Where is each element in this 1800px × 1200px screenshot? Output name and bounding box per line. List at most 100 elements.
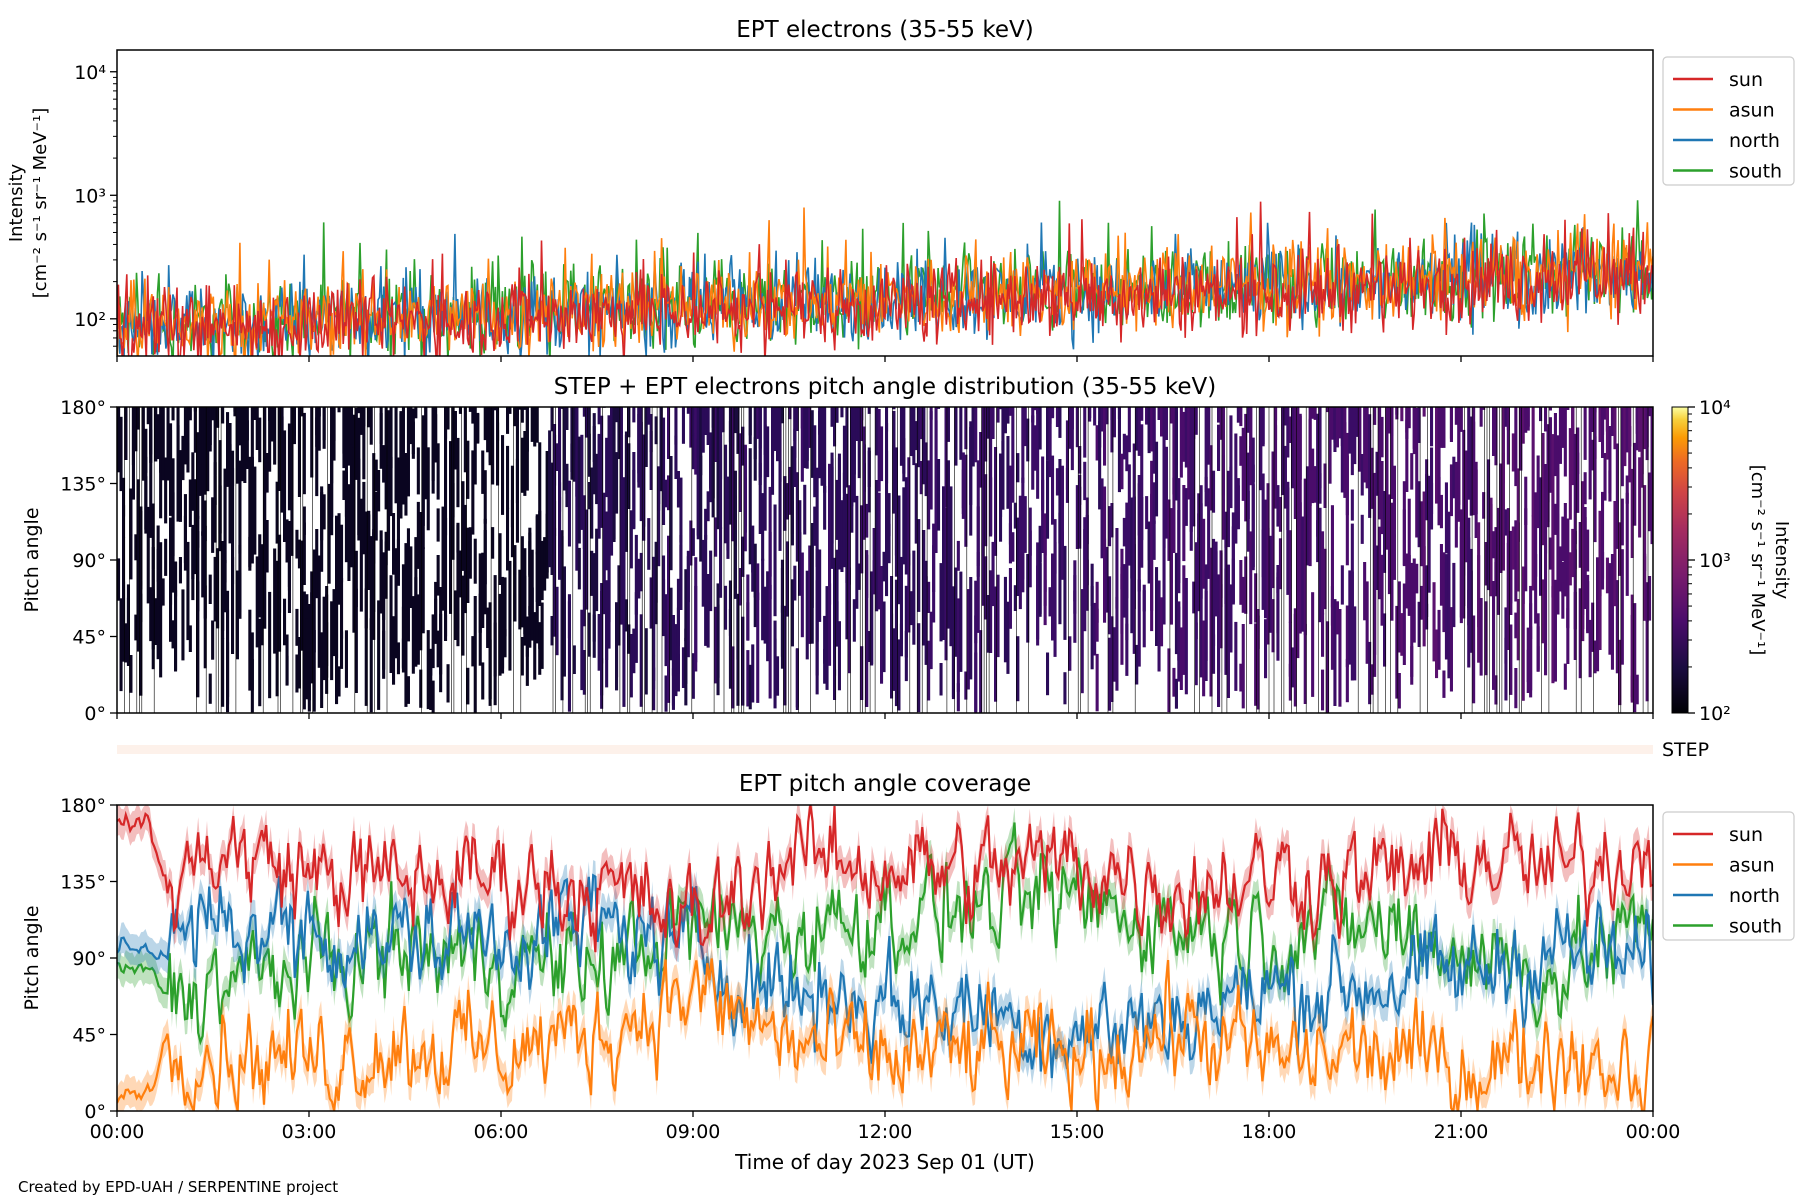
pad-cell	[325, 586, 329, 694]
pad-cell	[139, 511, 143, 586]
pad-cell	[297, 407, 301, 497]
pad-cell	[292, 407, 296, 437]
pad-cell	[1236, 478, 1240, 530]
pad-cell	[632, 407, 636, 423]
pad-cell	[221, 407, 225, 424]
pad-cell	[1075, 485, 1079, 549]
pad-cell	[714, 407, 718, 462]
pad-cell	[1281, 407, 1285, 429]
pad-cell	[446, 664, 450, 703]
pad-cell	[258, 618, 262, 707]
pad-cell	[724, 444, 728, 544]
pad-cell	[483, 407, 487, 441]
pad-cell	[823, 648, 827, 684]
pad-cell	[1281, 424, 1285, 496]
pad-cell	[1586, 529, 1590, 572]
pad-cell	[503, 577, 507, 637]
pad-cell	[860, 407, 864, 421]
pad-cell	[994, 586, 998, 702]
pad-cell	[892, 410, 896, 460]
pad-cell	[961, 469, 965, 514]
pad-cell	[837, 453, 841, 480]
pad-cell	[1437, 407, 1441, 447]
pad-cell	[1380, 461, 1384, 535]
pad-cell	[1313, 407, 1317, 420]
pad-cell	[1112, 627, 1116, 682]
pad-cell	[1065, 420, 1069, 490]
pad-cell	[984, 414, 988, 462]
pad-cell	[468, 527, 472, 579]
pad-cell	[756, 592, 760, 703]
pad-cell	[847, 567, 851, 674]
pad-cell	[406, 528, 410, 642]
pad-cell	[986, 595, 990, 653]
pad-cell	[255, 556, 259, 648]
pad-cell	[1534, 496, 1538, 577]
pad-cell	[1043, 513, 1047, 592]
x-tick-label: 21:00	[1434, 1121, 1489, 1143]
pad-cell	[1023, 407, 1027, 447]
pad-cell	[1110, 616, 1114, 702]
pad-cell	[1174, 552, 1178, 655]
pad-cell	[996, 407, 1000, 423]
pad-cell	[476, 412, 480, 443]
pad-cell	[238, 460, 242, 554]
coverage-title: EPT pitch angle coverage	[739, 771, 1031, 797]
pad-cell	[567, 480, 571, 547]
pad-cell	[976, 460, 980, 577]
pad-cell	[587, 482, 591, 510]
pad-cell	[914, 421, 918, 451]
pad-cell	[208, 673, 212, 704]
pad-cell	[1189, 407, 1193, 474]
pad-cell	[1380, 416, 1384, 458]
pad-cell	[632, 452, 636, 528]
pad-cell	[724, 585, 728, 630]
pad-cell	[1003, 576, 1007, 663]
pad-cell	[136, 535, 140, 616]
pad-cell	[1330, 505, 1334, 608]
pad-cell	[989, 477, 993, 535]
pad-cell	[575, 407, 579, 443]
pad-cell	[1375, 545, 1379, 590]
pad-cell	[674, 435, 678, 479]
pad-cell	[800, 552, 804, 638]
pad-cell	[543, 563, 547, 591]
pad-cell	[590, 467, 594, 539]
pad-cell	[1254, 573, 1258, 623]
pad-cell	[533, 612, 537, 680]
pad-cell	[865, 550, 869, 595]
pad-cell	[260, 544, 264, 600]
pad-cell	[1420, 501, 1424, 567]
pad-cell	[1212, 538, 1216, 606]
pad-cell	[1036, 565, 1040, 646]
pad-cell	[362, 481, 366, 555]
pad-cell	[525, 623, 529, 657]
pad-cell	[302, 522, 306, 585]
pad-cell	[904, 540, 908, 575]
pad-cell	[1435, 629, 1439, 679]
pad-cell	[161, 407, 165, 481]
pad-cell	[1355, 407, 1359, 414]
pad-cell	[637, 414, 641, 488]
pad-cell	[481, 552, 485, 628]
colorbar-label-line1: Intensity	[1771, 521, 1792, 600]
pad-cell	[652, 667, 656, 711]
pad-cell	[580, 609, 584, 691]
pad-cell	[409, 546, 413, 608]
pad-cell	[1055, 468, 1059, 496]
pad-cell	[810, 410, 814, 478]
pad-cell	[1021, 477, 1025, 540]
pad-cell	[1544, 407, 1548, 432]
pad-cell	[493, 407, 497, 411]
pad-cell	[453, 590, 457, 640]
pad-cell	[1112, 407, 1116, 438]
pad-cell	[1444, 482, 1448, 554]
pad-cell	[1330, 599, 1334, 670]
pad-cell	[449, 485, 453, 555]
y-tick-label: 10³	[74, 185, 106, 207]
pad-cell	[890, 657, 894, 699]
pad-cell	[788, 466, 792, 515]
pad-cell	[436, 508, 440, 542]
pad-cell	[169, 575, 173, 642]
pad-cell	[1598, 587, 1602, 650]
